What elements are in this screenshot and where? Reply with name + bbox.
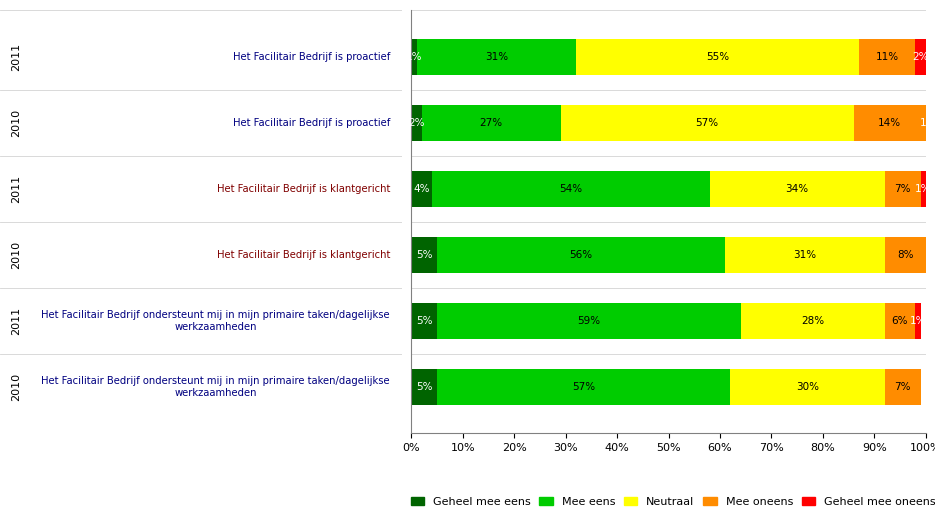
Bar (710, 171, 885, 207)
Bar (422, 104, 561, 141)
Text: Het Facilitair Bedrijf is proactief: Het Facilitair Bedrijf is proactief (233, 118, 390, 128)
Bar (726, 236, 885, 273)
Legend: Geheel mee eens, Mee eens, Neutraal, Mee oneens, Geheel mee oneens: Geheel mee eens, Mee eens, Neutraal, Mee… (406, 492, 935, 511)
Text: 30%: 30% (796, 382, 819, 392)
Bar (858, 39, 915, 75)
Text: Het Facilitair Bedrijf is proactief: Het Facilitair Bedrijf is proactief (233, 52, 390, 62)
Text: 2011: 2011 (11, 307, 22, 335)
Text: 2%: 2% (409, 118, 424, 128)
Text: 2010: 2010 (11, 109, 22, 137)
Text: 34%: 34% (785, 184, 809, 194)
Text: Het Facilitair Bedrijf ondersteunt mij in mijn primaire taken/dagelijkse
werkzaa: Het Facilitair Bedrijf ondersteunt mij i… (41, 310, 390, 332)
Bar (437, 303, 741, 339)
Bar (915, 303, 920, 339)
Text: 1%: 1% (406, 52, 423, 62)
Bar (561, 104, 854, 141)
Text: 14%: 14% (878, 118, 901, 128)
Bar (416, 39, 576, 75)
Bar (576, 39, 858, 75)
Text: 1%: 1% (910, 316, 927, 326)
Bar (885, 369, 920, 405)
Bar (854, 104, 926, 141)
Text: 5%: 5% (416, 250, 433, 260)
Bar (411, 39, 416, 75)
Text: 7%: 7% (894, 382, 911, 392)
Text: 57%: 57% (572, 382, 596, 392)
Bar (885, 171, 920, 207)
Text: 6%: 6% (892, 316, 908, 326)
Bar (411, 104, 422, 141)
Bar (885, 303, 915, 339)
Text: 5%: 5% (416, 316, 433, 326)
Bar (411, 236, 437, 273)
Text: 28%: 28% (801, 316, 824, 326)
Bar (437, 236, 726, 273)
Bar (411, 171, 432, 207)
Text: 7%: 7% (894, 184, 911, 194)
Text: Het Facilitair Bedrijf ondersteunt mij in mijn primaire taken/dagelijkse
werkzaa: Het Facilitair Bedrijf ondersteunt mij i… (41, 376, 390, 398)
Text: 5%: 5% (416, 382, 433, 392)
Text: Het Facilitair Bedrijf is klantgericht: Het Facilitair Bedrijf is klantgericht (217, 184, 390, 194)
Text: 4%: 4% (413, 184, 430, 194)
Text: 1%: 1% (920, 118, 935, 128)
Text: 2010: 2010 (11, 373, 22, 401)
Text: 56%: 56% (569, 250, 593, 260)
Text: 8%: 8% (897, 250, 913, 260)
Bar (437, 369, 730, 405)
Bar (411, 369, 437, 405)
Text: 59%: 59% (577, 316, 600, 326)
Text: 11%: 11% (875, 52, 899, 62)
Bar (411, 303, 437, 339)
Text: 27%: 27% (480, 118, 503, 128)
Text: 2%: 2% (913, 52, 928, 62)
Bar (926, 104, 931, 141)
Text: 55%: 55% (706, 52, 729, 62)
Bar (741, 303, 885, 339)
Text: 2011: 2011 (11, 43, 22, 71)
Bar (915, 39, 926, 75)
Text: 2011: 2011 (11, 175, 22, 203)
Bar (920, 171, 926, 207)
Text: Het Facilitair Bedrijf is klantgericht: Het Facilitair Bedrijf is klantgericht (217, 250, 390, 260)
Bar (730, 369, 885, 405)
Text: 1%: 1% (914, 184, 931, 194)
Text: 31%: 31% (793, 250, 816, 260)
Text: 31%: 31% (484, 52, 508, 62)
Bar (885, 236, 926, 273)
Text: 2010: 2010 (11, 241, 22, 269)
Bar (432, 171, 710, 207)
Text: 54%: 54% (559, 184, 583, 194)
Text: 57%: 57% (696, 118, 719, 128)
